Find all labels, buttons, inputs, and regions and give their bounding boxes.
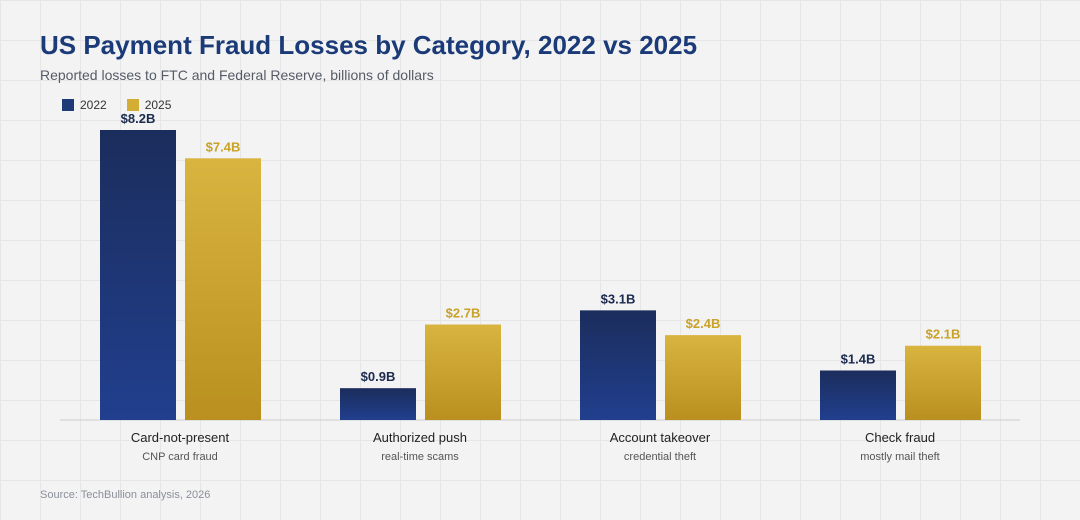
- bar-2022-0: [100, 130, 176, 420]
- bar-2025-3: [905, 345, 981, 420]
- labels-group: $8.2B $7.4B Card-not-present CNP card fraud…: [121, 111, 961, 463]
- bar-2022-1: [340, 388, 416, 420]
- data-label-2022-1: $0.9B: [361, 369, 396, 384]
- chart-subtitle: Reported losses to FTC and Federal Reser…: [40, 67, 434, 83]
- category-label-2: Account takeover: [610, 430, 711, 445]
- bar-2025-1: [425, 324, 501, 420]
- source-note: Source: TechBullion analysis, 2026: [40, 489, 211, 501]
- category-sublabel-1: real-time scams: [381, 451, 459, 463]
- data-label-2025-3: $2.1B: [926, 327, 961, 342]
- data-label-2025-1: $2.7B: [446, 306, 481, 321]
- bar-2022-2: [580, 310, 656, 420]
- category-label-0: Card-not-present: [131, 430, 230, 445]
- legend-label-2022: 2022: [80, 98, 107, 112]
- category-sublabel-3: mostly mail theft: [860, 451, 939, 463]
- category-label-3: Check fraud: [865, 430, 935, 445]
- bar-2025-0: [185, 158, 261, 421]
- data-label-2022-2: $3.1B: [601, 291, 636, 306]
- bar-2025-2: [665, 335, 741, 420]
- category-sublabel-2: credential theft: [624, 451, 696, 463]
- data-label-2025-2: $2.4B: [686, 316, 721, 331]
- legend-swatch-2022: [62, 99, 74, 111]
- chart-title: US Payment Fraud Losses by Category, 202…: [40, 30, 698, 60]
- legend-item-2025: 2025: [126, 98, 172, 112]
- bars-group: [100, 130, 981, 421]
- legend-label-2025: 2025: [144, 98, 172, 112]
- legend-swatch-2025: [126, 99, 139, 111]
- legend-item-2022: 2022: [62, 98, 107, 112]
- category-sublabel-0: CNP card fraud: [142, 451, 218, 463]
- category-label-1: Authorized push: [373, 430, 467, 445]
- data-label-2022-3: $1.4B: [841, 351, 876, 366]
- legend: 2022 2025: [62, 98, 171, 112]
- bar-2022-3: [820, 370, 896, 420]
- data-label-2022-0: $8.2B: [121, 111, 156, 126]
- data-label-2025-0: $7.4B: [206, 139, 241, 154]
